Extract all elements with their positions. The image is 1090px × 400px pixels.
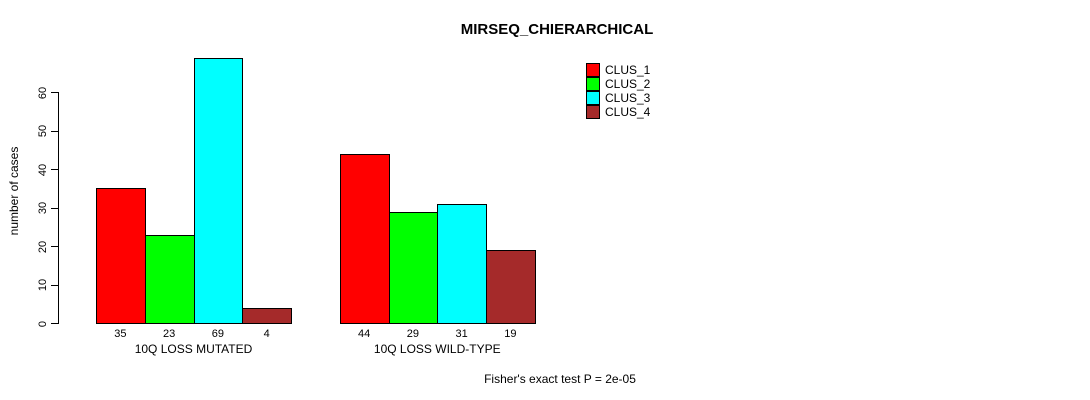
bar — [96, 188, 146, 324]
y-tick — [51, 169, 58, 171]
legend-row: CLUS_3 — [586, 90, 651, 105]
bar — [339, 153, 390, 324]
legend-swatch — [586, 104, 600, 119]
legend: CLUS_1 CLUS_2 CLUS_3 CLUS_4 — [586, 62, 651, 119]
bar-value-label: 29 — [406, 328, 419, 340]
y-tick-label: 40 — [37, 163, 49, 176]
y-tick-label: 60 — [37, 86, 49, 100]
chart-title: MIRSEQ_CHIERARCHICAL — [460, 21, 654, 38]
bar — [437, 203, 487, 324]
legend-label: CLUS_2 — [605, 76, 651, 91]
footer-annotation: Fisher's exact test P = 2e-05 — [484, 372, 636, 386]
bar — [486, 249, 536, 324]
y-tick-label: 30 — [37, 202, 49, 215]
y-tick — [51, 323, 58, 324]
bar — [388, 211, 439, 324]
y-tick — [51, 246, 58, 248]
y-tick — [51, 130, 58, 132]
legend-label: CLUS_4 — [605, 104, 651, 119]
y-tick-label: 0 — [37, 320, 49, 327]
legend-swatch — [586, 76, 600, 91]
bar-value-label: 35 — [114, 328, 127, 340]
legend-label: CLUS_3 — [605, 90, 651, 105]
legend-row: CLUS_2 — [586, 76, 651, 91]
y-tick — [51, 92, 58, 94]
bar-value-label: 44 — [358, 328, 371, 340]
bar-value-label: 69 — [211, 328, 224, 340]
legend-swatch — [586, 90, 600, 105]
x-axis-group-label: 10Q LOSS WILD-TYPE — [373, 342, 501, 356]
y-tick — [51, 207, 58, 209]
y-axis-line — [58, 92, 59, 324]
y-axis-label: number of cases — [7, 146, 21, 236]
y-tick-label: 20 — [37, 240, 49, 253]
bar-value-label: 4 — [263, 328, 270, 340]
y-tick — [51, 284, 58, 286]
y-tick-label: 50 — [37, 125, 49, 138]
x-axis-group-label: 10Q LOSS MUTATED — [134, 342, 253, 356]
bar-value-label: 23 — [163, 328, 176, 340]
bar — [242, 307, 292, 324]
legend-row: CLUS_4 — [586, 104, 651, 119]
legend-swatch — [586, 62, 600, 77]
y-tick-label: 10 — [37, 278, 49, 292]
legend-row: CLUS_1 — [586, 62, 651, 77]
bar — [193, 57, 244, 324]
bar — [144, 234, 195, 324]
bar-value-label: 31 — [455, 328, 468, 340]
legend-label: CLUS_1 — [605, 62, 651, 77]
bar-value-label: 19 — [504, 328, 517, 340]
